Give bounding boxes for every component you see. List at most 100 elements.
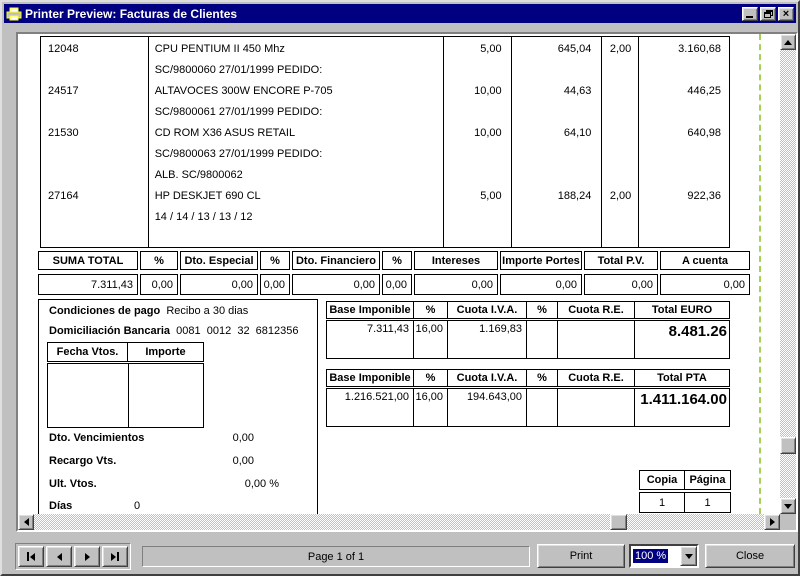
item-quantity: 5,00	[480, 190, 502, 202]
summary-value: 7.311,43	[38, 274, 138, 295]
item-description: SC/9800060 27/01/1999 PEDIDO:	[154, 64, 323, 76]
nav-first-button[interactable]	[18, 546, 44, 567]
page-header: Página	[689, 474, 726, 486]
scroll-up-button[interactable]	[780, 34, 796, 50]
summary-header: %	[382, 251, 412, 270]
summary-header: Dto. Financiero	[292, 251, 380, 270]
vertical-scroll-track[interactable]	[780, 50, 796, 498]
item-price: 64,10	[563, 127, 592, 139]
page-status: Page 1 of 1	[142, 546, 530, 567]
summary-header: Intereses	[414, 251, 498, 270]
euro-cuota-iva: 1.169,83	[447, 321, 526, 358]
next-page-icon	[84, 552, 90, 561]
dto-venc-label: Dto. Vencimientos	[49, 432, 145, 444]
item-row: 24517 ALTAVOCES 300W ENCORE P-705 10,00 …	[41, 81, 729, 102]
dto-venc-value: 0,00	[232, 432, 254, 444]
item-total	[636, 102, 729, 123]
item-price	[510, 144, 600, 165]
restore-button[interactable]	[760, 6, 776, 21]
item-code	[41, 207, 148, 228]
bank-value: 0081 0012 32 6812356	[176, 325, 299, 337]
item-quantity	[442, 144, 510, 165]
scroll-right-button[interactable]	[764, 514, 780, 530]
arrow-down-icon	[784, 503, 792, 509]
item-quantity: 5,00	[480, 43, 502, 55]
item-total	[636, 60, 729, 81]
title-bar[interactable]: Printer Preview: Facturas de Clientes ×	[4, 4, 796, 23]
item-price	[510, 207, 600, 228]
euro-totals-header: Base Imponible % Cuota I.V.A. % Cuota R.…	[326, 301, 730, 319]
vertical-scrollbar[interactable]	[780, 34, 796, 514]
preview-area: 12048 CPU PENTIUM II 450 Mhz 5,00 645,04…	[16, 32, 798, 532]
payment-box: Condiciones de pago Recibo a 30 dias Dom…	[38, 299, 318, 514]
nav-last-button[interactable]	[102, 546, 128, 567]
copy-page-table: Copia Página 1 1	[639, 470, 731, 513]
summary-value: 0,00	[292, 274, 380, 295]
conditions-value: Recibo a 30 dias	[166, 305, 249, 317]
item-description: HP DESKJET 690 CL	[154, 190, 261, 202]
item-description: CD ROM X36 ASUS RETAIL	[154, 127, 296, 139]
item-discount	[599, 144, 636, 165]
recargo-label: Recargo Vts.	[49, 455, 117, 467]
summary-value: 0,00	[414, 274, 498, 295]
euro-pct2	[526, 321, 557, 358]
euro-base: 7.311,43	[366, 323, 409, 335]
item-quantity	[442, 60, 510, 81]
prev-page-icon	[56, 552, 62, 561]
item-code	[41, 165, 148, 186]
horizontal-scroll-thumb[interactable]	[610, 514, 627, 530]
items-table: 12048 CPU PENTIUM II 450 Mhz 5,00 645,04…	[40, 36, 730, 248]
dias-value: 0	[134, 500, 141, 512]
scroll-down-button[interactable]	[780, 498, 796, 514]
item-row: ALB. SC/9800062	[41, 165, 729, 186]
item-total: 3.160,68	[678, 43, 721, 55]
pta-pct: 16,00	[413, 389, 447, 426]
bottom-toolbar: Page 1 of 1 Print 100 % Close	[2, 542, 798, 572]
pta-cuota-iva: 194.643,00	[447, 389, 526, 426]
summary-header-row: SUMA TOTAL % Dto. Especial % Dto. Financ…	[38, 251, 750, 270]
summary-value: 0,00	[260, 274, 290, 295]
copy-value: 1	[640, 493, 685, 512]
pta-totals-values: 1.216.521,00 16,00 194.643,00 1.411.164.…	[326, 388, 730, 427]
arrow-right-icon	[769, 518, 775, 526]
zoom-value: 100 %	[633, 549, 669, 563]
chevron-down-icon	[684, 553, 693, 559]
last-page-icon	[111, 552, 116, 561]
horizontal-scrollbar[interactable]	[18, 514, 780, 530]
item-total	[636, 144, 729, 165]
item-description: 14 / 14 / 13 / 13 / 12	[154, 211, 253, 223]
pta-pct2	[526, 389, 557, 426]
ult-label: Ult. Vtos.	[49, 478, 97, 490]
item-discount: 2,00	[609, 43, 632, 55]
item-quantity	[442, 102, 510, 123]
item-price	[510, 60, 600, 81]
item-discount	[599, 102, 636, 123]
zoom-select[interactable]: 100 %	[629, 544, 699, 568]
item-row: 21530 CD ROM X36 ASUS RETAIL 10,00 64,10…	[41, 123, 729, 144]
item-code: 27164	[48, 190, 79, 202]
due-amount-header: Importe	[145, 346, 186, 358]
horizontal-scroll-track[interactable]	[34, 514, 764, 530]
item-price	[510, 102, 600, 123]
nav-next-button[interactable]	[74, 546, 100, 567]
item-description: CPU PENTIUM II 450 Mhz	[154, 43, 285, 55]
zoom-dropdown-button[interactable]	[680, 546, 697, 566]
minimize-button[interactable]	[742, 6, 758, 21]
restore-icon	[763, 9, 773, 18]
zoom-field[interactable]: 100 %	[631, 546, 680, 566]
item-discount	[599, 81, 636, 102]
item-total	[636, 207, 729, 228]
print-button[interactable]: Print	[537, 544, 625, 568]
nav-prev-button[interactable]	[46, 546, 72, 567]
item-code	[41, 102, 148, 123]
summary-value: 0,00	[140, 274, 178, 295]
summary-header: Dto. Especial	[180, 251, 258, 270]
scroll-left-button[interactable]	[18, 514, 34, 530]
vertical-scroll-thumb[interactable]	[780, 437, 796, 454]
item-row: 12048 CPU PENTIUM II 450 Mhz 5,00 645,04…	[41, 39, 729, 60]
titlebar-close-button[interactable]: ×	[778, 6, 794, 21]
item-row: SC/9800061 27/01/1999 PEDIDO:	[41, 102, 729, 123]
close-button[interactable]: Close	[705, 544, 795, 568]
due-dates-header: Fecha Vtos. Importe	[47, 342, 204, 362]
